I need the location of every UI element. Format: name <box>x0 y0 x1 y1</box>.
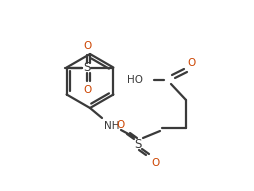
Text: O: O <box>83 84 91 95</box>
Text: NH: NH <box>104 121 120 131</box>
Text: HO: HO <box>127 75 143 85</box>
Text: O: O <box>116 120 124 130</box>
Text: O: O <box>83 40 91 50</box>
Text: S: S <box>134 138 142 151</box>
Text: S: S <box>84 61 91 74</box>
Text: O: O <box>188 58 196 68</box>
Text: O: O <box>152 158 160 168</box>
